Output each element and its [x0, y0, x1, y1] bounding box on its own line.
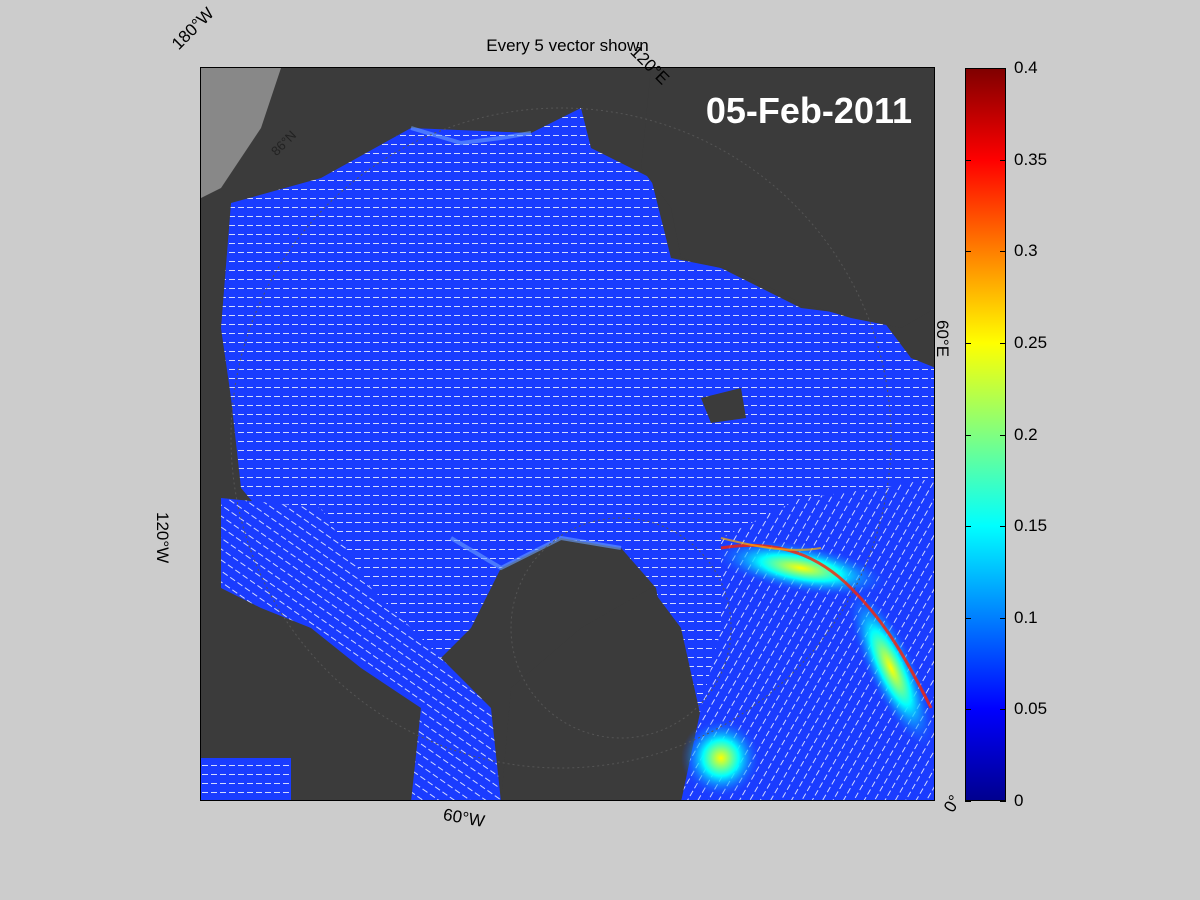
- colorbar-tick-mark: [1000, 801, 1006, 802]
- map-plot-area[interactable]: 05-Feb-2011: [200, 67, 935, 801]
- ice-drift-map: [201, 68, 934, 800]
- colorbar-tick-mark: [965, 801, 971, 802]
- date-label: 05-Feb-2011: [705, 90, 912, 131]
- colorbar-tick-mark: [965, 434, 971, 436]
- colorbar-tick-mark: [965, 68, 971, 69]
- ocean-channel: [221, 498, 501, 800]
- fast-stream: [720, 543, 933, 709]
- longitude-label-60w: 60°W: [441, 805, 487, 831]
- colorbar-tick-mark: [1000, 709, 1006, 711]
- colorbar-tick-label: 0.3: [1014, 241, 1038, 261]
- colorbar-tick-mark: [1000, 68, 1006, 69]
- colorbar-tick-label: 0.35: [1014, 149, 1048, 169]
- colorbar-tick-mark: [965, 526, 971, 528]
- high-speed-zone: [846, 585, 934, 751]
- colorbar-tick-label: 0.1: [1014, 607, 1038, 627]
- figure-title: Every 5 vector shown: [486, 36, 649, 55]
- colorbar-tick-label: 0.25: [1014, 332, 1048, 352]
- colorbar-tick-mark: [1000, 434, 1006, 436]
- coastline: [410, 126, 532, 146]
- graticule-circle: [230, 107, 892, 769]
- colorbar-tick-label: 0.15: [1014, 516, 1048, 536]
- greenland-land: [501, 588, 701, 800]
- colorbar-tick-mark: [1000, 617, 1006, 619]
- graticule-circle: [510, 517, 732, 739]
- colorbar-tick-mark: [965, 159, 971, 161]
- high-speed-zone: [681, 718, 761, 798]
- colorbar-tick-label: 0: [1014, 791, 1024, 810]
- colorbar-tick-mark: [965, 342, 971, 344]
- longitude-label-60e: 60°E: [933, 320, 952, 358]
- island: [701, 388, 746, 423]
- colorbar-tick-label: 0.4: [1014, 58, 1038, 77]
- colorbar-tick-label: 0.05: [1014, 699, 1048, 719]
- colorbar-tick-mark: [965, 617, 971, 619]
- colorbar-tick-mark: [965, 709, 971, 711]
- colorbar-tick-mark: [1000, 526, 1006, 528]
- colorbar-tick-mark: [1000, 251, 1006, 253]
- coastline: [449, 535, 622, 571]
- colorbar-tick-mark: [1000, 159, 1006, 161]
- fast-stream: [720, 537, 822, 551]
- colorbar-tick-label: 0.2: [1014, 424, 1038, 444]
- eurasia-land: [641, 68, 934, 328]
- land-light-region: [201, 68, 281, 198]
- colorbar-tick-mark: [965, 251, 971, 253]
- ocean-channel: [201, 758, 291, 800]
- longitude-label-120w: 120°W: [153, 512, 172, 564]
- longitude-label-0: 0°: [940, 791, 965, 816]
- colorbar-tick-mark: [1000, 342, 1006, 344]
